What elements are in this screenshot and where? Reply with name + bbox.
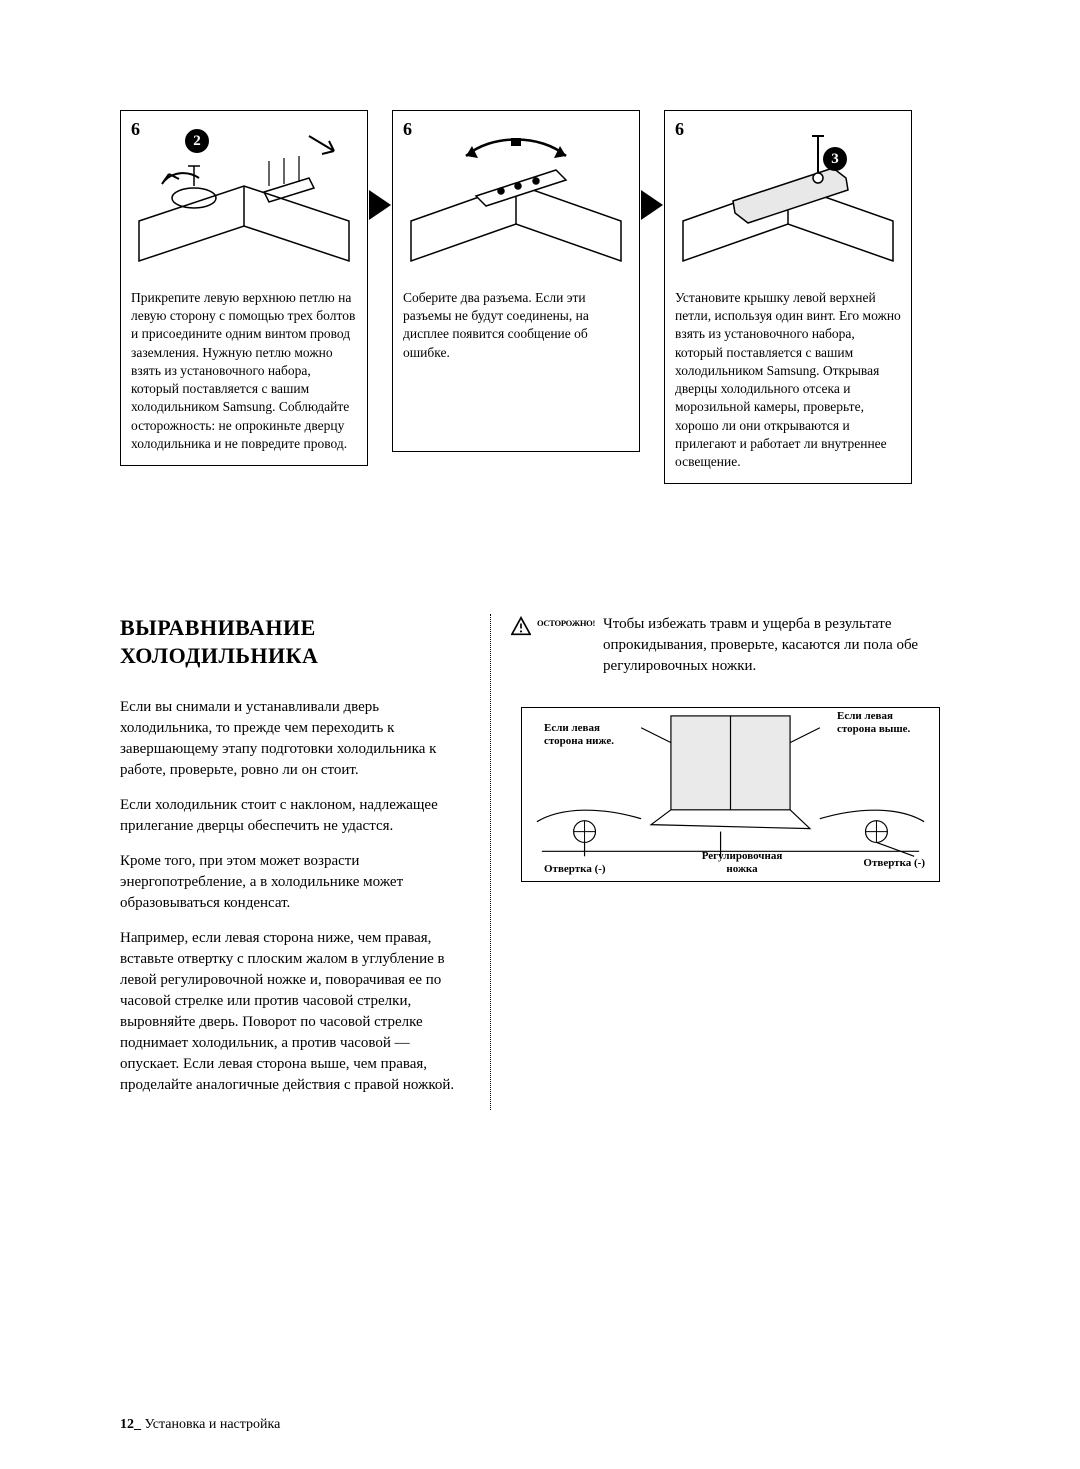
step-badge-2: 2 (185, 129, 209, 153)
page-number: 12_ (120, 1417, 141, 1432)
step-caption: Установите крышку левой верхней петли, и… (665, 281, 911, 483)
step-illustration-2: 6 (393, 111, 639, 281)
step-number: 6 (675, 119, 684, 140)
caution-block: ОСТОРОЖНО! Чтобы избежать травм и ущерба… (511, 614, 950, 677)
step-badge-3: 3 (823, 147, 847, 171)
arrow-right-icon (369, 190, 391, 220)
step-number: 6 (403, 119, 412, 140)
caution-text: Чтобы избежать травм и ущерба в результа… (603, 614, 950, 677)
arrow-gap (368, 110, 392, 220)
step-box-3: 6 3 Установите крышку левой верхней петл… (664, 110, 912, 484)
caution-label: ОСТОРОЖНО! (537, 618, 595, 628)
steps-row: 6 2 Прикрепите левую верхнюю петлю на ле… (120, 110, 1020, 484)
diagram-label-screwdriver-right: Отвертка (-) (863, 857, 925, 870)
body-paragraph: Кроме того, при этом может возрасти энер… (120, 851, 472, 914)
section-title: ВЫРАВНИВАНИЕ ХОЛОДИЛЬНИКА (120, 614, 472, 669)
step-caption: Соберите два разъема. Если эти разъемы н… (393, 281, 639, 451)
arrow-gap (640, 110, 664, 220)
diagram-label-right-higher: Если левая сторона выше. (837, 710, 927, 735)
step-illustration-1: 6 2 (121, 111, 367, 281)
diagram-label-left-lower: Если левая сторона ниже. (544, 722, 634, 747)
diagram-label-adjust-leg: Регулировочная ножка (687, 850, 797, 875)
lower-section: ВЫРАВНИВАНИЕ ХОЛОДИЛЬНИКА Если вы снимал… (120, 614, 1020, 1110)
right-column: ОСТОРОЖНО! Чтобы избежать травм и ущерба… (490, 614, 950, 1110)
step-illustration-3: 6 3 (665, 111, 911, 281)
step-box-1: 6 2 Прикрепите левую верхнюю петлю на ле… (120, 110, 368, 466)
footer-section-name: Установка и настройка (141, 1417, 280, 1432)
hinge-bolts-illustration (134, 126, 354, 266)
connector-illustration (406, 126, 626, 266)
step-number: 6 (131, 119, 140, 140)
step-caption: Прикрепите левую верхнюю петлю на левую … (121, 281, 367, 465)
diagram-label-screwdriver-left: Отвертка (-) (544, 863, 606, 876)
page-footer: 12_ Установка и настройка (120, 1417, 280, 1433)
leveling-diagram: Если левая сторона ниже. Если левая стор… (521, 707, 940, 882)
left-column: ВЫРАВНИВАНИЕ ХОЛОДИЛЬНИКА Если вы снимал… (120, 614, 490, 1110)
body-paragraph: Если холодильник стоит с наклоном, надле… (120, 795, 472, 837)
warning-icon (511, 616, 531, 636)
body-paragraph: Если вы снимали и устанавливали дверь хо… (120, 697, 472, 781)
body-paragraph: Например, если левая сторона ниже, чем п… (120, 928, 472, 1096)
arrow-right-icon (641, 190, 663, 220)
step-box-2: 6 Соберите два разъема. Если эти разъемы… (392, 110, 640, 452)
cover-screw-illustration (678, 126, 898, 266)
